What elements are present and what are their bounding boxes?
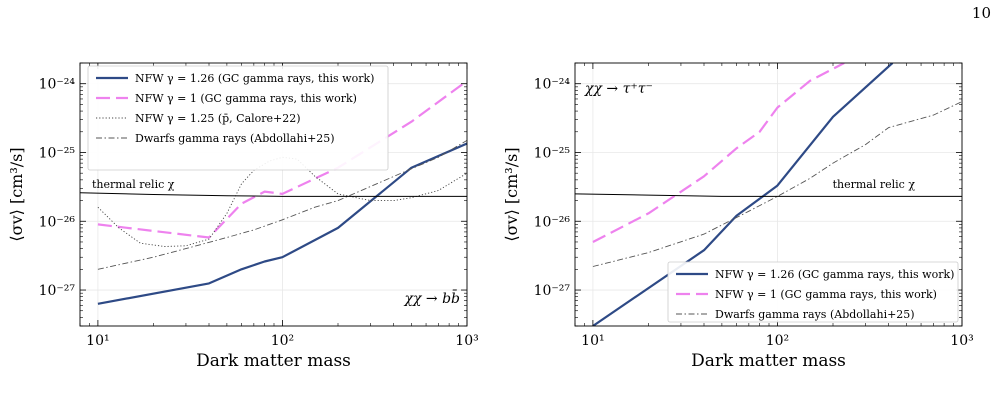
- plot-frame: [574, 62, 963, 327]
- legend: NFW γ = 1.26 (GC gamma rays, this work) N…: [667, 261, 959, 323]
- annotation: χχ → bb̄: [403, 289, 460, 307]
- annotation: thermal relic χ: [833, 178, 916, 191]
- x-tick-label: 10²: [271, 333, 294, 349]
- x-tick-label: 10³: [455, 333, 478, 349]
- annotation: χχ → τ⁺τ⁻: [584, 81, 653, 97]
- annotation: thermal relic χ: [92, 178, 175, 191]
- x-axis-label: Dark matter mass: [691, 351, 846, 371]
- series-line: [97, 80, 467, 239]
- series-line: [97, 140, 467, 270]
- y-tick-label: 10⁻²⁷: [534, 283, 571, 299]
- chart-panel-2: 10¹ 10² 10³ 10⁻²⁷ 10⁻²⁶ 10⁻²⁵ 10⁻²⁴ Dark matter…: [502, 62, 974, 371]
- y-tick-label: 10⁻²⁴: [534, 77, 571, 93]
- legend-entry: Dwarfs gamma rays (Abdollahi+25): [715, 308, 915, 321]
- x-tick-label: 10²: [766, 333, 789, 349]
- legend-box: [667, 261, 959, 323]
- legend-entry: NFW γ = 1 (GC gamma rays, this work): [715, 288, 937, 301]
- legend: NFW γ = 1.26 (GC gamma rays, this work) N…: [87, 65, 389, 171]
- y-tick-label: 10⁻²⁵: [39, 145, 76, 161]
- y-axis-label: ⟨σv⟩ [cm³/s]: [7, 147, 26, 241]
- x-tick-label: 10³: [950, 333, 973, 349]
- chart-panel-1: 10¹ 10² 10³ 10⁻²⁷ 10⁻²⁶ 10⁻²⁵ 10⁻²⁴ Dark matter…: [7, 62, 479, 371]
- legend-entry: NFW γ = 1.26 (GC gamma rays, this work): [715, 268, 954, 281]
- y-tick-label: 10⁻²⁶: [39, 214, 76, 230]
- y-tick-label: 10⁻²⁴: [39, 77, 76, 93]
- series-line: [592, 63, 845, 243]
- x-tick-label: 10¹: [581, 333, 604, 349]
- series-group: [80, 80, 467, 305]
- legend-entry: NFW γ = 1.25 (p̄, Calore+22): [135, 112, 301, 125]
- plot-frame: [79, 62, 468, 327]
- series-line: [97, 156, 467, 247]
- legend-entry: NFW γ = 1.26 (GC gamma rays, this work): [135, 72, 374, 85]
- y-tick-label: 10⁻²⁷: [39, 283, 76, 299]
- y-tick-label: 10⁻²⁶: [534, 214, 571, 230]
- thermal-relic-line: [80, 192, 467, 197]
- page-number: 10: [971, 4, 991, 22]
- series-line: [592, 101, 962, 267]
- series-line: [97, 142, 467, 305]
- y-tick-label: 10⁻²⁵: [534, 145, 571, 161]
- y-axis-label: ⟨σv⟩ [cm³/s]: [502, 147, 521, 241]
- x-tick-label: 10¹: [86, 333, 109, 349]
- legend-entry: NFW γ = 1 (GC gamma rays, this work): [135, 92, 357, 105]
- thermal-relic-line: [575, 193, 962, 197]
- legend-box: [87, 65, 389, 171]
- legend-entry: Dwarfs gamma rays (Abdollahi+25): [135, 132, 335, 145]
- x-axis-label: Dark matter mass: [196, 351, 351, 371]
